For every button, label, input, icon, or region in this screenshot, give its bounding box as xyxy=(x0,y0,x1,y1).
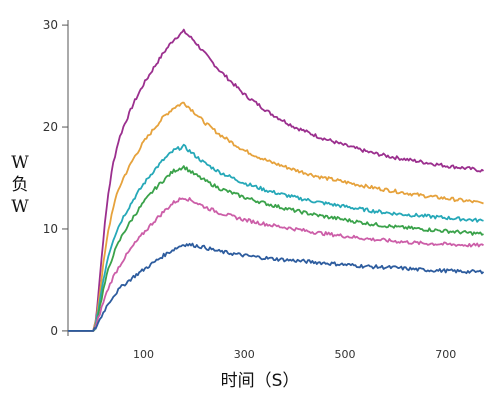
series-layer xyxy=(68,28,485,332)
y-tick-label: 10 xyxy=(43,222,58,236)
x-tick-label: 500 xyxy=(334,348,355,361)
y-axis-label-line: W xyxy=(11,153,29,173)
series-line-3 xyxy=(68,143,484,332)
y-axis-label-line: W xyxy=(11,197,29,217)
series-line-5 xyxy=(68,197,484,332)
axes: 0 10 20 30 100 300 500 700 xyxy=(43,18,456,361)
series-line-2 xyxy=(68,101,484,332)
x-tick-label: 700 xyxy=(435,348,456,361)
y-tick-label: 0 xyxy=(50,324,58,338)
y-tick-label: 20 xyxy=(43,120,58,134)
x-tick-label: 300 xyxy=(234,348,255,361)
series-line-4 xyxy=(68,165,484,332)
x-axis-label: 时间（S） xyxy=(221,371,300,391)
series-line-1 xyxy=(68,28,485,332)
y-axis-label-line: 负 xyxy=(12,175,29,195)
x-tick-label: 100 xyxy=(133,348,154,361)
y-tick-label: 30 xyxy=(43,18,58,32)
series-line-6 xyxy=(68,242,485,332)
